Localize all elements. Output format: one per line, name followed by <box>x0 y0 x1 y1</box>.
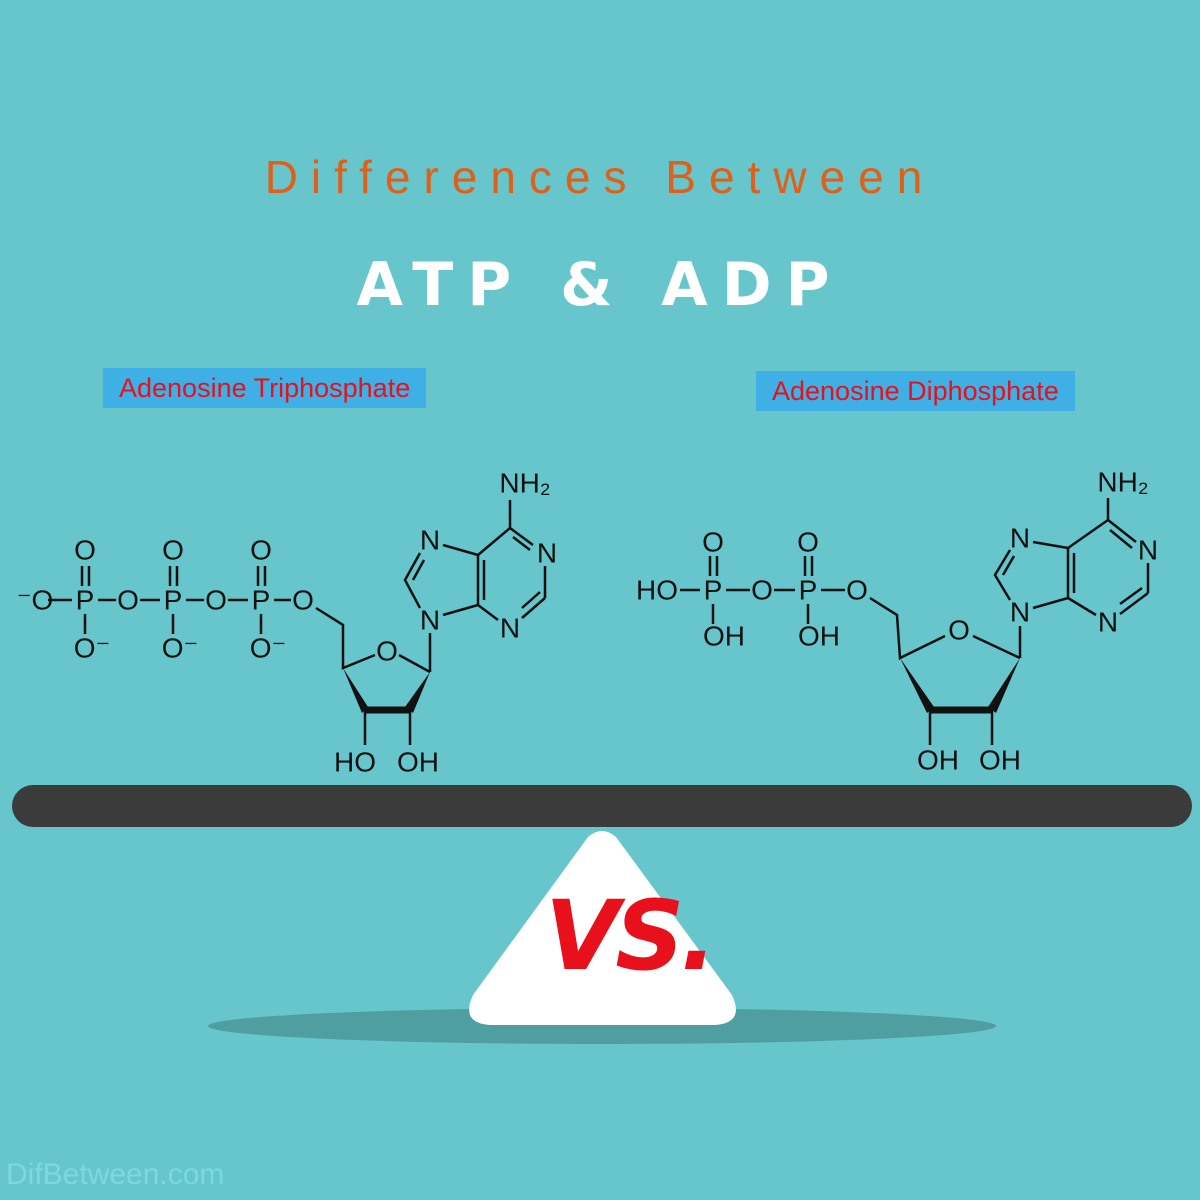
balance-beam <box>12 785 1192 827</box>
atom: N <box>420 525 440 556</box>
atom: O <box>948 615 970 646</box>
atom: N <box>1138 535 1158 566</box>
adp-bonds <box>680 498 1150 745</box>
fulcrum-triangle <box>469 831 736 1025</box>
atp-atom-labels: ⁻O P O P O P O O O O O⁻ O⁻ O⁻ O N N N N … <box>17 468 557 778</box>
atom: O⁻ <box>162 633 199 664</box>
atom: N <box>500 613 520 644</box>
atp-structure: ⁻O P O P O P O O O O O⁻ O⁻ O⁻ O N N N N … <box>17 468 557 778</box>
atom: N <box>1098 607 1118 638</box>
watermark: DifBetween.com <box>6 1158 225 1191</box>
atom: P <box>252 585 271 616</box>
atom: O <box>751 575 773 606</box>
atom: P <box>164 585 183 616</box>
atom: NH₂ <box>1097 467 1148 498</box>
atom: OH <box>798 621 840 652</box>
atom: NH₂ <box>499 468 550 499</box>
subtitle: Differences Between <box>264 151 936 203</box>
atom: O <box>250 535 272 566</box>
atom: P <box>704 575 723 606</box>
atom: OH <box>703 621 745 652</box>
atom: O <box>162 535 184 566</box>
atom: OH <box>397 747 439 778</box>
atom: N <box>537 538 557 569</box>
atom: O <box>702 527 724 558</box>
atp-label: Adenosine Triphosphate <box>103 368 427 408</box>
atom: OH <box>979 745 1021 776</box>
atom: O <box>292 585 314 616</box>
atp-bonds <box>48 500 547 745</box>
atom: ⁻O <box>17 585 54 616</box>
atom: OH <box>917 745 959 776</box>
atom: O <box>376 636 398 667</box>
atom: O <box>117 585 139 616</box>
adp-structure: HO P O P O O O OH OH O N N N N NH₂ OH OH <box>636 467 1158 776</box>
vs-label: VS. <box>545 880 717 992</box>
adp-atom-labels: HO P O P O O O OH OH O N N N N NH₂ OH OH <box>636 467 1158 776</box>
atom: N <box>1010 523 1030 554</box>
atom: O⁻ <box>250 633 287 664</box>
adp-label: Adenosine Diphosphate <box>756 371 1075 411</box>
atom: N <box>420 605 440 636</box>
atom: O⁻ <box>74 633 111 664</box>
atom: P <box>76 585 95 616</box>
atom: O <box>74 535 96 566</box>
title: ATP & ADP <box>356 250 844 320</box>
atom: HO <box>334 747 376 778</box>
atom: O <box>205 585 227 616</box>
atom: N <box>1010 597 1030 628</box>
atom: O <box>846 575 868 606</box>
atom: HO <box>636 575 678 606</box>
atom: O <box>797 527 819 558</box>
atom: P <box>799 575 818 606</box>
